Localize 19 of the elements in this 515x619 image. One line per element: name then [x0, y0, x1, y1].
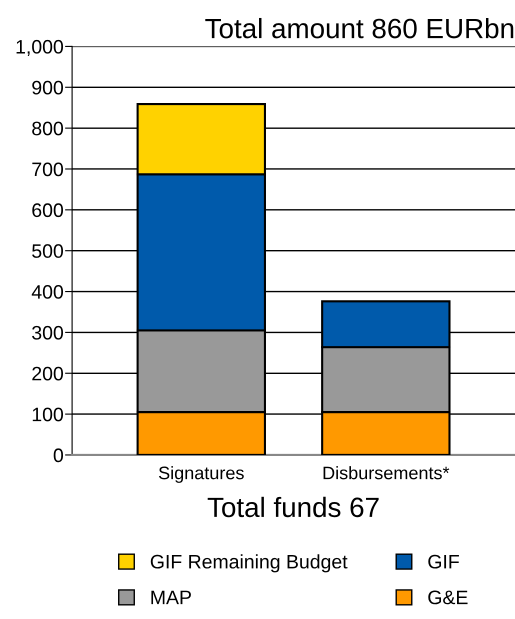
legend-label: MAP	[151, 590, 191, 604]
x-tick-label: Disbursements*	[324, 466, 450, 480]
legend-label: G&E	[428, 590, 468, 604]
chart-title: Total amount 860 EURbn	[205, 18, 514, 38]
x-tick-label: Signatures	[158, 466, 244, 483]
x-axis-title: Total funds 67	[208, 496, 379, 518]
y-tick-label: 300	[32, 326, 64, 340]
y-tick-label: 700	[32, 162, 64, 176]
y-tick-label: 600	[32, 203, 64, 218]
y-tick-label: 900	[32, 80, 64, 95]
y-tick-label: 100	[32, 408, 64, 422]
y-tick-label: 200	[32, 366, 64, 380]
y-tick-label: 0	[54, 448, 64, 462]
y-tick-label: 1,000	[16, 40, 64, 56]
y-tick-label: 800	[32, 122, 64, 136]
y-tick-label: 500	[32, 244, 64, 258]
y-tick-label: 400	[32, 285, 64, 299]
legend-label: GIF	[428, 554, 459, 569]
legend-label: GIF Remaining Budget	[150, 554, 348, 572]
